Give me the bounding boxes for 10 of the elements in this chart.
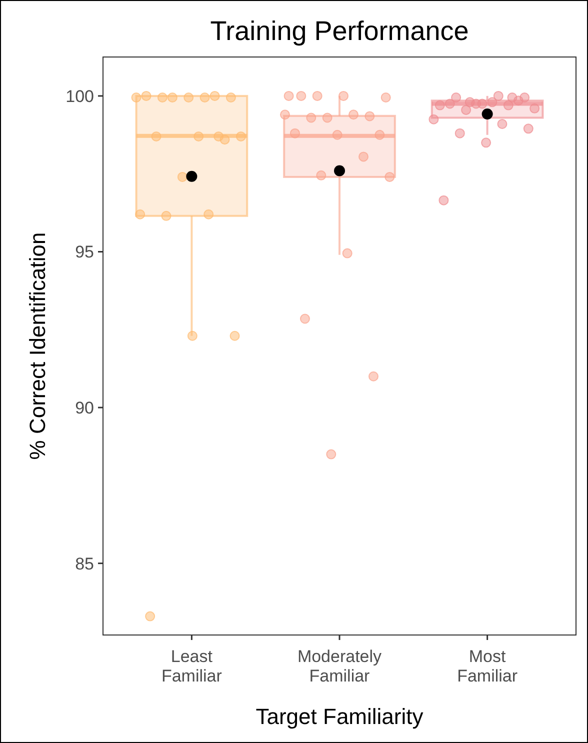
x-tick-label: Most Familiar — [457, 647, 518, 686]
y-tick-label: 85 — [75, 554, 94, 574]
x-tick-label: Moderately Familiar — [297, 647, 382, 686]
x-axis-title: Target Familiarity — [256, 704, 424, 729]
y-tick-label: 95 — [75, 242, 94, 262]
chart-title: Training Performance — [210, 16, 469, 46]
x-tick-label: Least Familiar — [161, 647, 222, 686]
y-tick-label: 90 — [75, 398, 94, 418]
y-tick-label: 100 — [66, 86, 94, 106]
y-axis-title: % Correct Identification — [25, 232, 50, 460]
